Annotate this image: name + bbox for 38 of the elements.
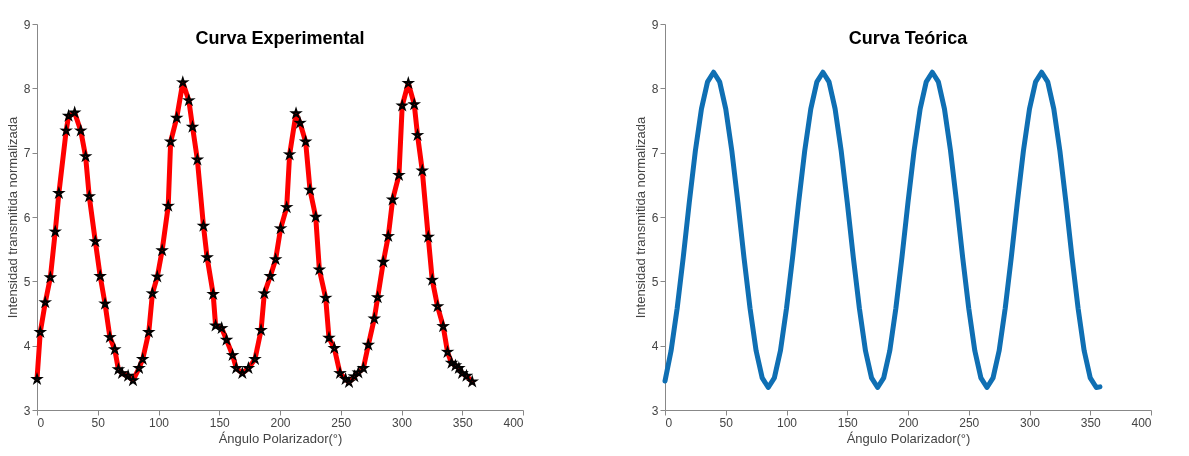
x-tick-label: 200 [898, 415, 919, 430]
x-tick-label: 0 [665, 415, 673, 430]
x-tick-label: 100 [148, 415, 170, 430]
y-tick-label: 5 [651, 274, 659, 289]
x-tick-label: 0 [37, 415, 45, 430]
x-tick-label: 400 [503, 415, 524, 430]
x-tick-label: 200 [270, 415, 291, 430]
y-tick-label: 8 [23, 81, 31, 96]
y-tick-label: 9 [23, 17, 31, 32]
y-tick-label: 4 [651, 339, 659, 354]
chart-title: Curva Experimental [195, 28, 365, 48]
y-axis-title: Intensidad transmitida normalizada [632, 115, 648, 319]
x-tick-label: 250 [959, 415, 980, 430]
x-tick-label: 300 [1019, 415, 1041, 430]
y-tick-label: 5 [23, 274, 31, 289]
x-tick-label: 250 [331, 415, 352, 430]
y-tick-label: 6 [651, 210, 659, 225]
y-tick-label: 3 [23, 403, 31, 418]
chart-title: Curva Teórica [848, 28, 969, 48]
x-axis-title: Ángulo Polarizador(°) [846, 430, 971, 446]
x-tick-label: 400 [1131, 415, 1152, 430]
x-tick-label: 50 [719, 415, 734, 430]
y-axis-title: Intensidad transmitida normalizada [4, 115, 20, 319]
y-tick-label: 7 [651, 146, 659, 161]
y-tick-label: 3 [651, 403, 659, 418]
y-tick-label: 8 [651, 81, 659, 96]
x-tick-label: 100 [776, 415, 798, 430]
y-tick-label: 7 [23, 146, 31, 161]
y-tick-label: 9 [651, 17, 659, 32]
x-tick-label: 350 [452, 415, 474, 430]
y-tick-label: 4 [23, 339, 31, 354]
x-axis-title: Ángulo Polarizador(°) [218, 430, 343, 446]
x-tick-label: 300 [391, 415, 413, 430]
x-tick-label: 350 [1080, 415, 1102, 430]
y-tick-label: 6 [23, 210, 31, 225]
x-tick-label: 150 [837, 415, 859, 430]
x-tick-label: 50 [91, 415, 106, 430]
x-tick-label: 150 [209, 415, 231, 430]
